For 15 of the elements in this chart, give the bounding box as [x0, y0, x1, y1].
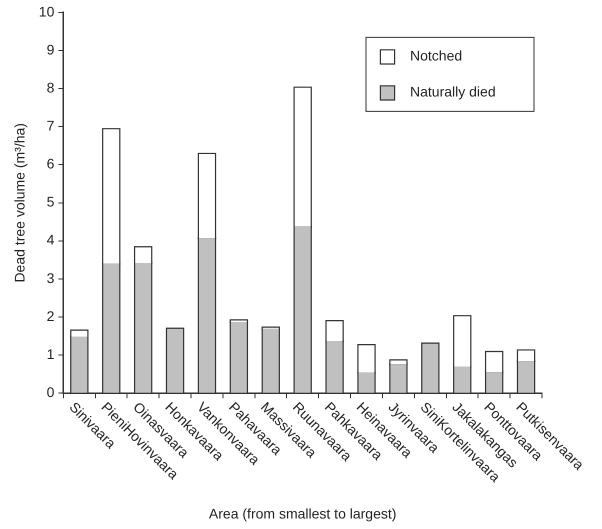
- y-tick-label: 2: [46, 308, 55, 324]
- y-tick-label: 8: [46, 79, 55, 96]
- y-tick-label: 1: [46, 346, 55, 362]
- x-axis-title: Area (from smallest to largest): [208, 505, 396, 522]
- y-tick-label: 6: [46, 156, 55, 172]
- y-tick-label: 4: [46, 232, 55, 248]
- y-tick-label: 0: [46, 384, 55, 400]
- y-axis-title: Dead tree volume (m³/ha): [11, 123, 28, 283]
- y-tick-label: 3: [46, 270, 55, 286]
- y-tick-label: 5: [46, 194, 55, 210]
- legend-label: Naturally died: [410, 83, 496, 100]
- y-tick-label: 7: [46, 118, 55, 134]
- y-tick-label: 10: [38, 3, 55, 20]
- y-tick-label: 9: [46, 41, 55, 58]
- legend-label: Notched: [410, 47, 462, 64]
